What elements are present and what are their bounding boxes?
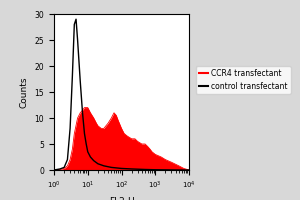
Legend: CCR4 transfectant, control transfectant: CCR4 transfectant, control transfectant xyxy=(196,66,291,94)
X-axis label: FL2-H: FL2-H xyxy=(109,197,134,200)
Y-axis label: Counts: Counts xyxy=(20,76,29,108)
